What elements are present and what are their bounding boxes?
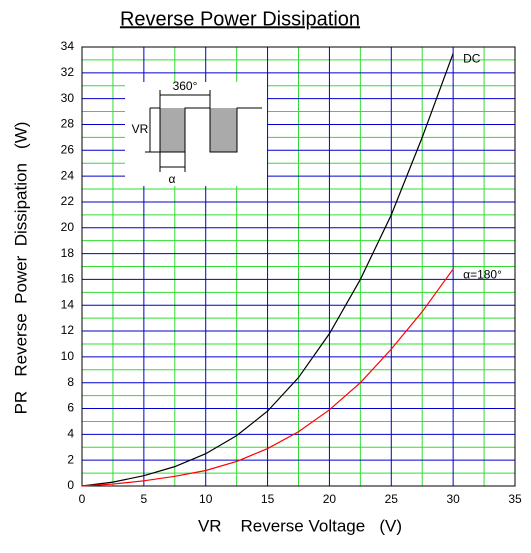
- y-tick-label: 8: [67, 375, 74, 389]
- y-tick-label: 30: [61, 91, 75, 105]
- y-tick-label: 24: [61, 168, 75, 182]
- inset-background: [125, 82, 267, 186]
- y-tick-label: 26: [61, 142, 75, 156]
- x-axis-label: VR Reverse Voltage (V): [198, 516, 402, 535]
- waveform: [150, 107, 262, 153]
- x-tick-label: 0: [79, 492, 86, 506]
- series-label: DC: [463, 52, 481, 66]
- pulse: [210, 108, 237, 152]
- inset: 360° VR α: [125, 79, 267, 186]
- x-tick-label: 20: [323, 492, 337, 506]
- y-tick-label: 34: [61, 39, 75, 53]
- y-tick-label: 16: [61, 272, 75, 286]
- plot-frame: [81, 46, 516, 487]
- y-tick-label: 2: [67, 452, 74, 466]
- y-tick-label: 20: [61, 220, 75, 234]
- x-tick-label: 25: [385, 492, 399, 506]
- x-tick-label: 5: [141, 492, 148, 506]
- x-tick-label: 35: [508, 492, 522, 506]
- y-axis-label: PR Reverse Power Dissipation (W): [11, 122, 30, 415]
- y-tick-label: 18: [61, 246, 75, 260]
- line-series: [81, 268, 454, 487]
- chart-title: Reverse Power Dissipation: [120, 8, 360, 30]
- period-label: 360°: [173, 79, 198, 93]
- y-tick-label: 12: [61, 323, 75, 337]
- x-tick-label: 15: [261, 492, 275, 506]
- line-series: [81, 53, 454, 487]
- y-tick-label: 22: [61, 194, 75, 208]
- series-label: α=180°: [463, 267, 502, 281]
- x-tick-label: 30: [446, 492, 460, 506]
- pulse: [160, 108, 185, 152]
- y-tick-label: 28: [61, 117, 75, 131]
- amplitude-label: VR: [132, 122, 149, 136]
- y-tick-label: 32: [61, 65, 75, 79]
- y-tick-label: 6: [67, 401, 74, 415]
- y-tick-label: 10: [61, 349, 75, 363]
- y-tick-label: 4: [67, 427, 74, 441]
- y-tick-label: 0: [67, 478, 74, 492]
- x-tick-label: 10: [199, 492, 213, 506]
- width-label: α: [169, 172, 176, 186]
- y-tick-label: 14: [61, 297, 75, 311]
